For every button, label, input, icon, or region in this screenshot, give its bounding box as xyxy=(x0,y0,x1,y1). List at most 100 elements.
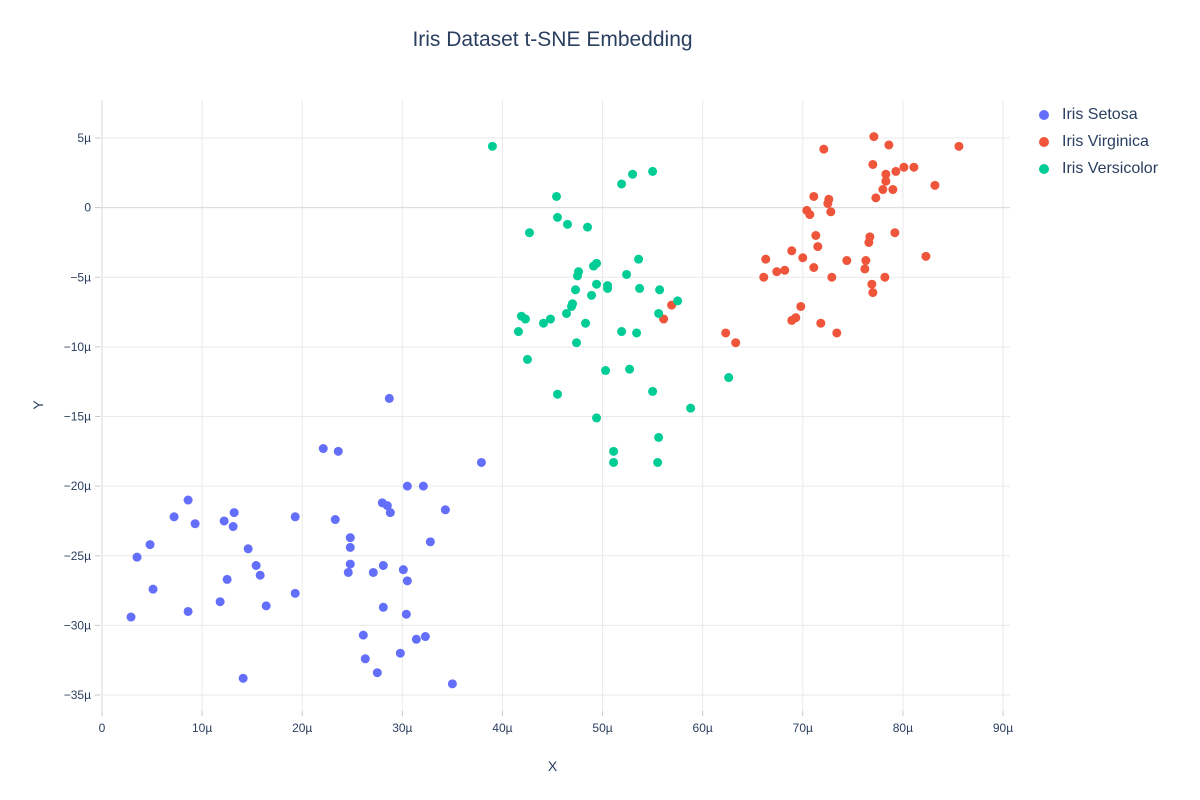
data-point[interactable] xyxy=(251,560,261,570)
data-point[interactable] xyxy=(632,328,642,338)
data-point[interactable] xyxy=(190,519,200,529)
data-point[interactable] xyxy=(290,512,300,522)
legend-item-iris-virginica[interactable]: Iris Virginica xyxy=(1035,131,1158,152)
data-point[interactable] xyxy=(290,588,300,598)
data-point[interactable] xyxy=(552,191,562,201)
data-point[interactable] xyxy=(145,540,155,550)
data-point[interactable] xyxy=(809,191,819,201)
data-point[interactable] xyxy=(229,508,239,518)
data-point[interactable] xyxy=(368,567,378,577)
data-point[interactable] xyxy=(878,185,888,195)
data-point[interactable] xyxy=(881,169,891,179)
data-point[interactable] xyxy=(622,269,632,279)
data-point[interactable] xyxy=(398,565,408,575)
data-point[interactable] xyxy=(899,162,909,172)
data-point[interactable] xyxy=(592,413,602,423)
data-point[interactable] xyxy=(868,288,878,298)
data-point[interactable] xyxy=(796,301,806,311)
data-point[interactable] xyxy=(609,446,619,456)
data-point[interactable] xyxy=(587,290,597,300)
data-point[interactable] xyxy=(183,495,193,505)
data-point[interactable] xyxy=(524,228,534,238)
data-point[interactable] xyxy=(609,457,619,467)
data-point[interactable] xyxy=(861,256,871,266)
data-point[interactable] xyxy=(538,318,548,328)
data-point[interactable] xyxy=(420,632,430,642)
data-point[interactable] xyxy=(385,508,395,518)
data-point[interactable] xyxy=(721,328,731,338)
data-point[interactable] xyxy=(372,668,382,678)
data-point[interactable] xyxy=(888,185,898,195)
data-point[interactable] xyxy=(921,251,931,261)
data-point[interactable] xyxy=(222,574,232,584)
data-point[interactable] xyxy=(228,522,238,532)
data-point[interactable] xyxy=(562,308,572,318)
data-point[interactable] xyxy=(318,444,328,454)
data-point[interactable] xyxy=(583,222,593,232)
data-point[interactable] xyxy=(884,140,894,150)
legend-item-iris-versicolor[interactable]: Iris Versicolor xyxy=(1035,158,1158,179)
data-point[interactable] xyxy=(787,315,797,325)
data-point[interactable] xyxy=(395,648,405,658)
data-point[interactable] xyxy=(571,285,581,295)
data-point[interactable] xyxy=(601,366,611,376)
data-point[interactable] xyxy=(787,246,797,256)
data-point[interactable] xyxy=(418,481,428,491)
data-point[interactable] xyxy=(567,301,577,311)
data-point[interactable] xyxy=(772,267,782,277)
data-point[interactable] xyxy=(401,609,411,619)
data-point[interactable] xyxy=(553,389,563,399)
data-point[interactable] xyxy=(686,403,696,413)
data-point[interactable] xyxy=(522,354,532,364)
data-point[interactable] xyxy=(169,512,179,522)
data-point[interactable] xyxy=(811,230,821,240)
data-point[interactable] xyxy=(880,272,890,282)
data-point[interactable] xyxy=(345,559,355,569)
data-point[interactable] xyxy=(954,141,964,151)
data-point[interactable] xyxy=(816,318,826,328)
data-point[interactable] xyxy=(360,654,370,664)
data-point[interactable] xyxy=(592,258,602,268)
data-point[interactable] xyxy=(731,338,741,348)
data-point[interactable] xyxy=(869,132,879,142)
data-point[interactable] xyxy=(823,198,833,208)
data-point[interactable] xyxy=(634,254,644,264)
data-point[interactable] xyxy=(573,271,583,281)
data-point[interactable] xyxy=(930,180,940,190)
data-point[interactable] xyxy=(603,283,613,293)
data-point[interactable] xyxy=(655,285,665,295)
data-point[interactable] xyxy=(832,328,842,338)
data-point[interactable] xyxy=(382,501,392,511)
data-point[interactable] xyxy=(617,327,627,337)
data-point[interactable] xyxy=(867,279,877,289)
data-point[interactable] xyxy=(402,576,412,586)
data-point[interactable] xyxy=(261,601,271,611)
data-point[interactable] xyxy=(592,279,602,289)
data-point[interactable] xyxy=(826,207,836,217)
data-point[interactable] xyxy=(243,544,253,554)
data-point[interactable] xyxy=(809,263,819,273)
data-point[interactable] xyxy=(343,567,353,577)
data-point[interactable] xyxy=(780,265,790,275)
data-point[interactable] xyxy=(891,166,901,176)
data-point[interactable] xyxy=(805,210,815,220)
data-point[interactable] xyxy=(476,457,486,467)
data-point[interactable] xyxy=(553,212,563,222)
data-point[interactable] xyxy=(345,542,355,552)
data-point[interactable] xyxy=(447,679,457,689)
data-point[interactable] xyxy=(215,597,225,607)
data-point[interactable] xyxy=(648,166,658,176)
data-point[interactable] xyxy=(864,237,874,247)
data-point[interactable] xyxy=(132,552,142,562)
data-point[interactable] xyxy=(635,283,645,293)
data-point[interactable] xyxy=(617,179,627,189)
data-point[interactable] xyxy=(654,308,664,318)
data-point[interactable] xyxy=(648,386,658,396)
data-point[interactable] xyxy=(487,141,497,151)
data-point[interactable] xyxy=(625,364,635,374)
data-point[interactable] xyxy=(238,673,248,683)
data-point[interactable] xyxy=(909,162,919,172)
data-point[interactable] xyxy=(628,169,638,179)
data-point[interactable] xyxy=(798,253,808,263)
